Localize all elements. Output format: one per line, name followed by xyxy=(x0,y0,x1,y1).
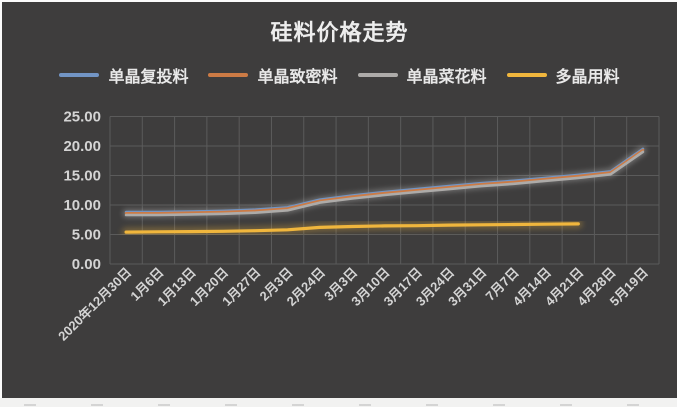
ytick-label: 0.00 xyxy=(72,256,101,273)
bottom-strip xyxy=(0,398,677,407)
legend-label: 多晶用料 xyxy=(555,69,620,86)
xtick-label: 2020年12月30日 xyxy=(55,265,134,344)
legend-swatch-icon xyxy=(59,73,100,77)
plot-area: 0.005.0010.0015.0020.0025.002020年12月30日1… xyxy=(55,109,660,344)
series-glow-2 xyxy=(122,148,647,219)
legend-item-1: 单晶致密料 xyxy=(208,63,338,87)
legend-label: 单晶复投料 xyxy=(108,69,189,86)
legend-swatch-icon xyxy=(208,73,249,77)
series-line-2 xyxy=(124,150,645,217)
ytick-label: 15.00 xyxy=(63,168,101,185)
legend-swatch-icon xyxy=(357,73,398,77)
legend-label: 单晶致密料 xyxy=(257,69,338,86)
silicon-price-chart: 硅料价格走势 单晶复投料 单晶致密料 单晶菜花料 多晶用料 0.00 5.00 10.00… xyxy=(2,2,677,398)
series-line-1 xyxy=(124,148,645,215)
chart-title: 硅料价格走势 xyxy=(270,20,409,45)
legend-item-3: 多晶用料 xyxy=(506,63,620,87)
ytick-label: 25.00 xyxy=(63,109,101,126)
series-line-3 xyxy=(124,222,580,234)
ytick-label: 20.00 xyxy=(63,138,101,155)
legend-label: 单晶菜花料 xyxy=(406,69,487,86)
legend-swatch-icon xyxy=(506,73,547,77)
legend-item-2: 单晶菜花料 xyxy=(357,63,487,87)
legend-item-0: 单晶复投料 xyxy=(59,63,188,87)
ytick-label: 10.00 xyxy=(63,197,101,214)
ytick-label: 5.00 xyxy=(72,227,101,244)
chart-legend: 单晶复投料 单晶致密料 单晶菜花料 多晶用料 xyxy=(2,63,677,87)
